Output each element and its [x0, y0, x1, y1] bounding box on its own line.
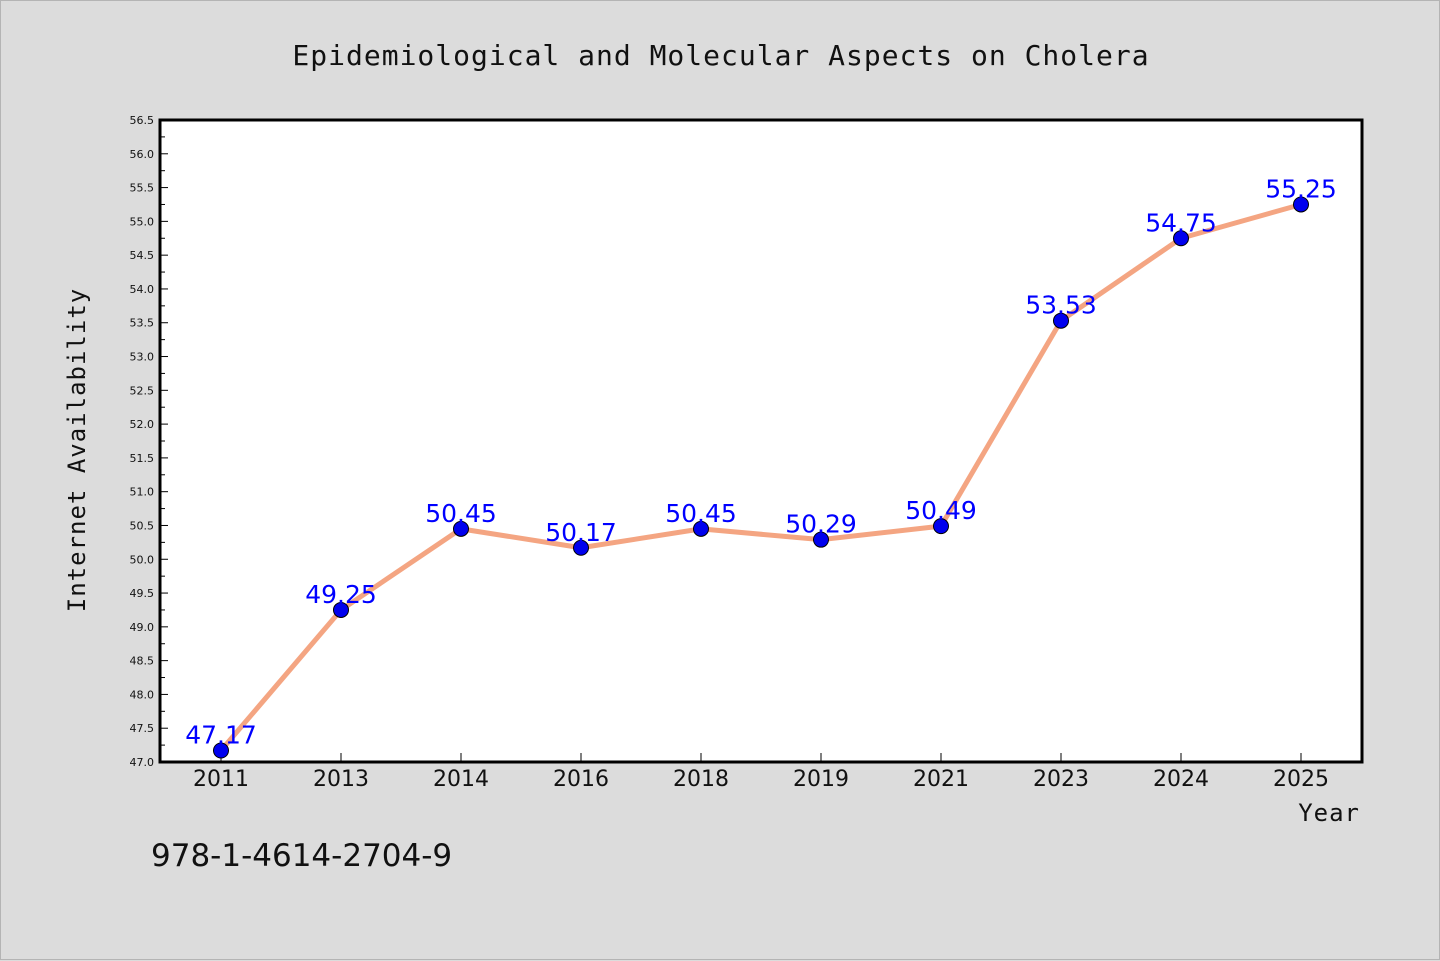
y-tick-label: 54.0 — [130, 283, 155, 296]
data-point-marker — [1293, 196, 1309, 213]
x-tick-label: 2013 — [313, 767, 369, 792]
y-tick-label: 48.0 — [130, 688, 155, 701]
y-tick-label: 49.5 — [130, 587, 155, 600]
x-axis: 2011 2013 2014 2016 2018 2019 2021 2023 2024 2025 — [193, 753, 1329, 792]
x-tick-label: 2023 — [1033, 767, 1089, 792]
y-axis: 47.0 47.5 48.0 48.5 49.0 49.5 50.0 50.5 51.0 51.5… — [130, 114, 168, 769]
y-tick-label: 51.5 — [130, 452, 155, 465]
y-tick-label: 55.0 — [130, 215, 155, 228]
x-tick-label: 2016 — [553, 767, 609, 792]
data-point-marker — [1173, 230, 1189, 247]
y-axis-title: Internet Availability — [63, 288, 91, 612]
data-point-marker — [1053, 312, 1069, 329]
data-label: 49.25 — [305, 580, 377, 609]
y-tick-label: 50.5 — [130, 519, 155, 532]
data-labels: 47.17 49.25 50.45 50.17 50.45 50.29 50.49 53.53… — [185, 174, 1337, 749]
chart-title: Epidemiological and Molecular Aspects on… — [292, 39, 1149, 72]
data-label: 50.29 — [785, 510, 857, 539]
data-label: 47.17 — [185, 721, 257, 750]
y-tick-label: 48.5 — [130, 655, 155, 668]
y-tick-label: 53.0 — [130, 351, 155, 364]
x-tick-label: 2014 — [433, 767, 489, 792]
y-tick-label: 53.5 — [130, 317, 155, 330]
y-tick-label: 55.5 — [130, 182, 155, 195]
y-tick-label: 52.5 — [130, 384, 155, 397]
y-tick-label: 56.5 — [130, 114, 155, 127]
x-tick-label: 2021 — [913, 767, 969, 792]
data-label: 55.25 — [1265, 174, 1337, 203]
x-tick-label: 2019 — [793, 767, 849, 792]
data-label: 53.53 — [1025, 291, 1097, 320]
data-point-marker — [453, 520, 469, 537]
y-tick-label: 56.0 — [130, 148, 155, 161]
data-point-marker — [333, 601, 349, 618]
y-tick-label: 52.0 — [130, 418, 155, 431]
data-markers — [213, 196, 1309, 759]
x-tick-label: 2025 — [1273, 767, 1329, 792]
y-tick-label: 51.0 — [130, 486, 155, 499]
data-label: 50.49 — [905, 496, 977, 525]
data-label: 54.75 — [1145, 208, 1217, 237]
isbn-text: 978-1-4614-2704-9 — [151, 838, 452, 874]
data-point-marker — [573, 539, 589, 556]
y-tick-label: 49.0 — [130, 621, 155, 634]
plot-area — [158, 118, 1364, 764]
series-line — [218, 201, 1304, 754]
data-point-marker — [693, 520, 709, 537]
data-label: 50.45 — [425, 499, 497, 528]
y-tick-label: 47.0 — [130, 756, 155, 769]
y-tick-label: 47.5 — [130, 722, 155, 735]
data-point-marker — [813, 531, 829, 548]
x-tick-label: 2024 — [1153, 767, 1209, 792]
data-point-marker — [213, 742, 229, 759]
y-tick-label: 54.5 — [130, 249, 155, 262]
x-tick-label: 2011 — [193, 767, 249, 792]
x-tick-label: 2018 — [673, 767, 729, 792]
y-tick-label: 50.0 — [130, 553, 155, 566]
data-point-marker — [933, 518, 949, 535]
data-label: 50.17 — [545, 518, 617, 547]
series-line-path — [218, 201, 1304, 754]
data-label: 50.45 — [665, 499, 737, 528]
x-axis-title: Year — [1298, 799, 1360, 827]
